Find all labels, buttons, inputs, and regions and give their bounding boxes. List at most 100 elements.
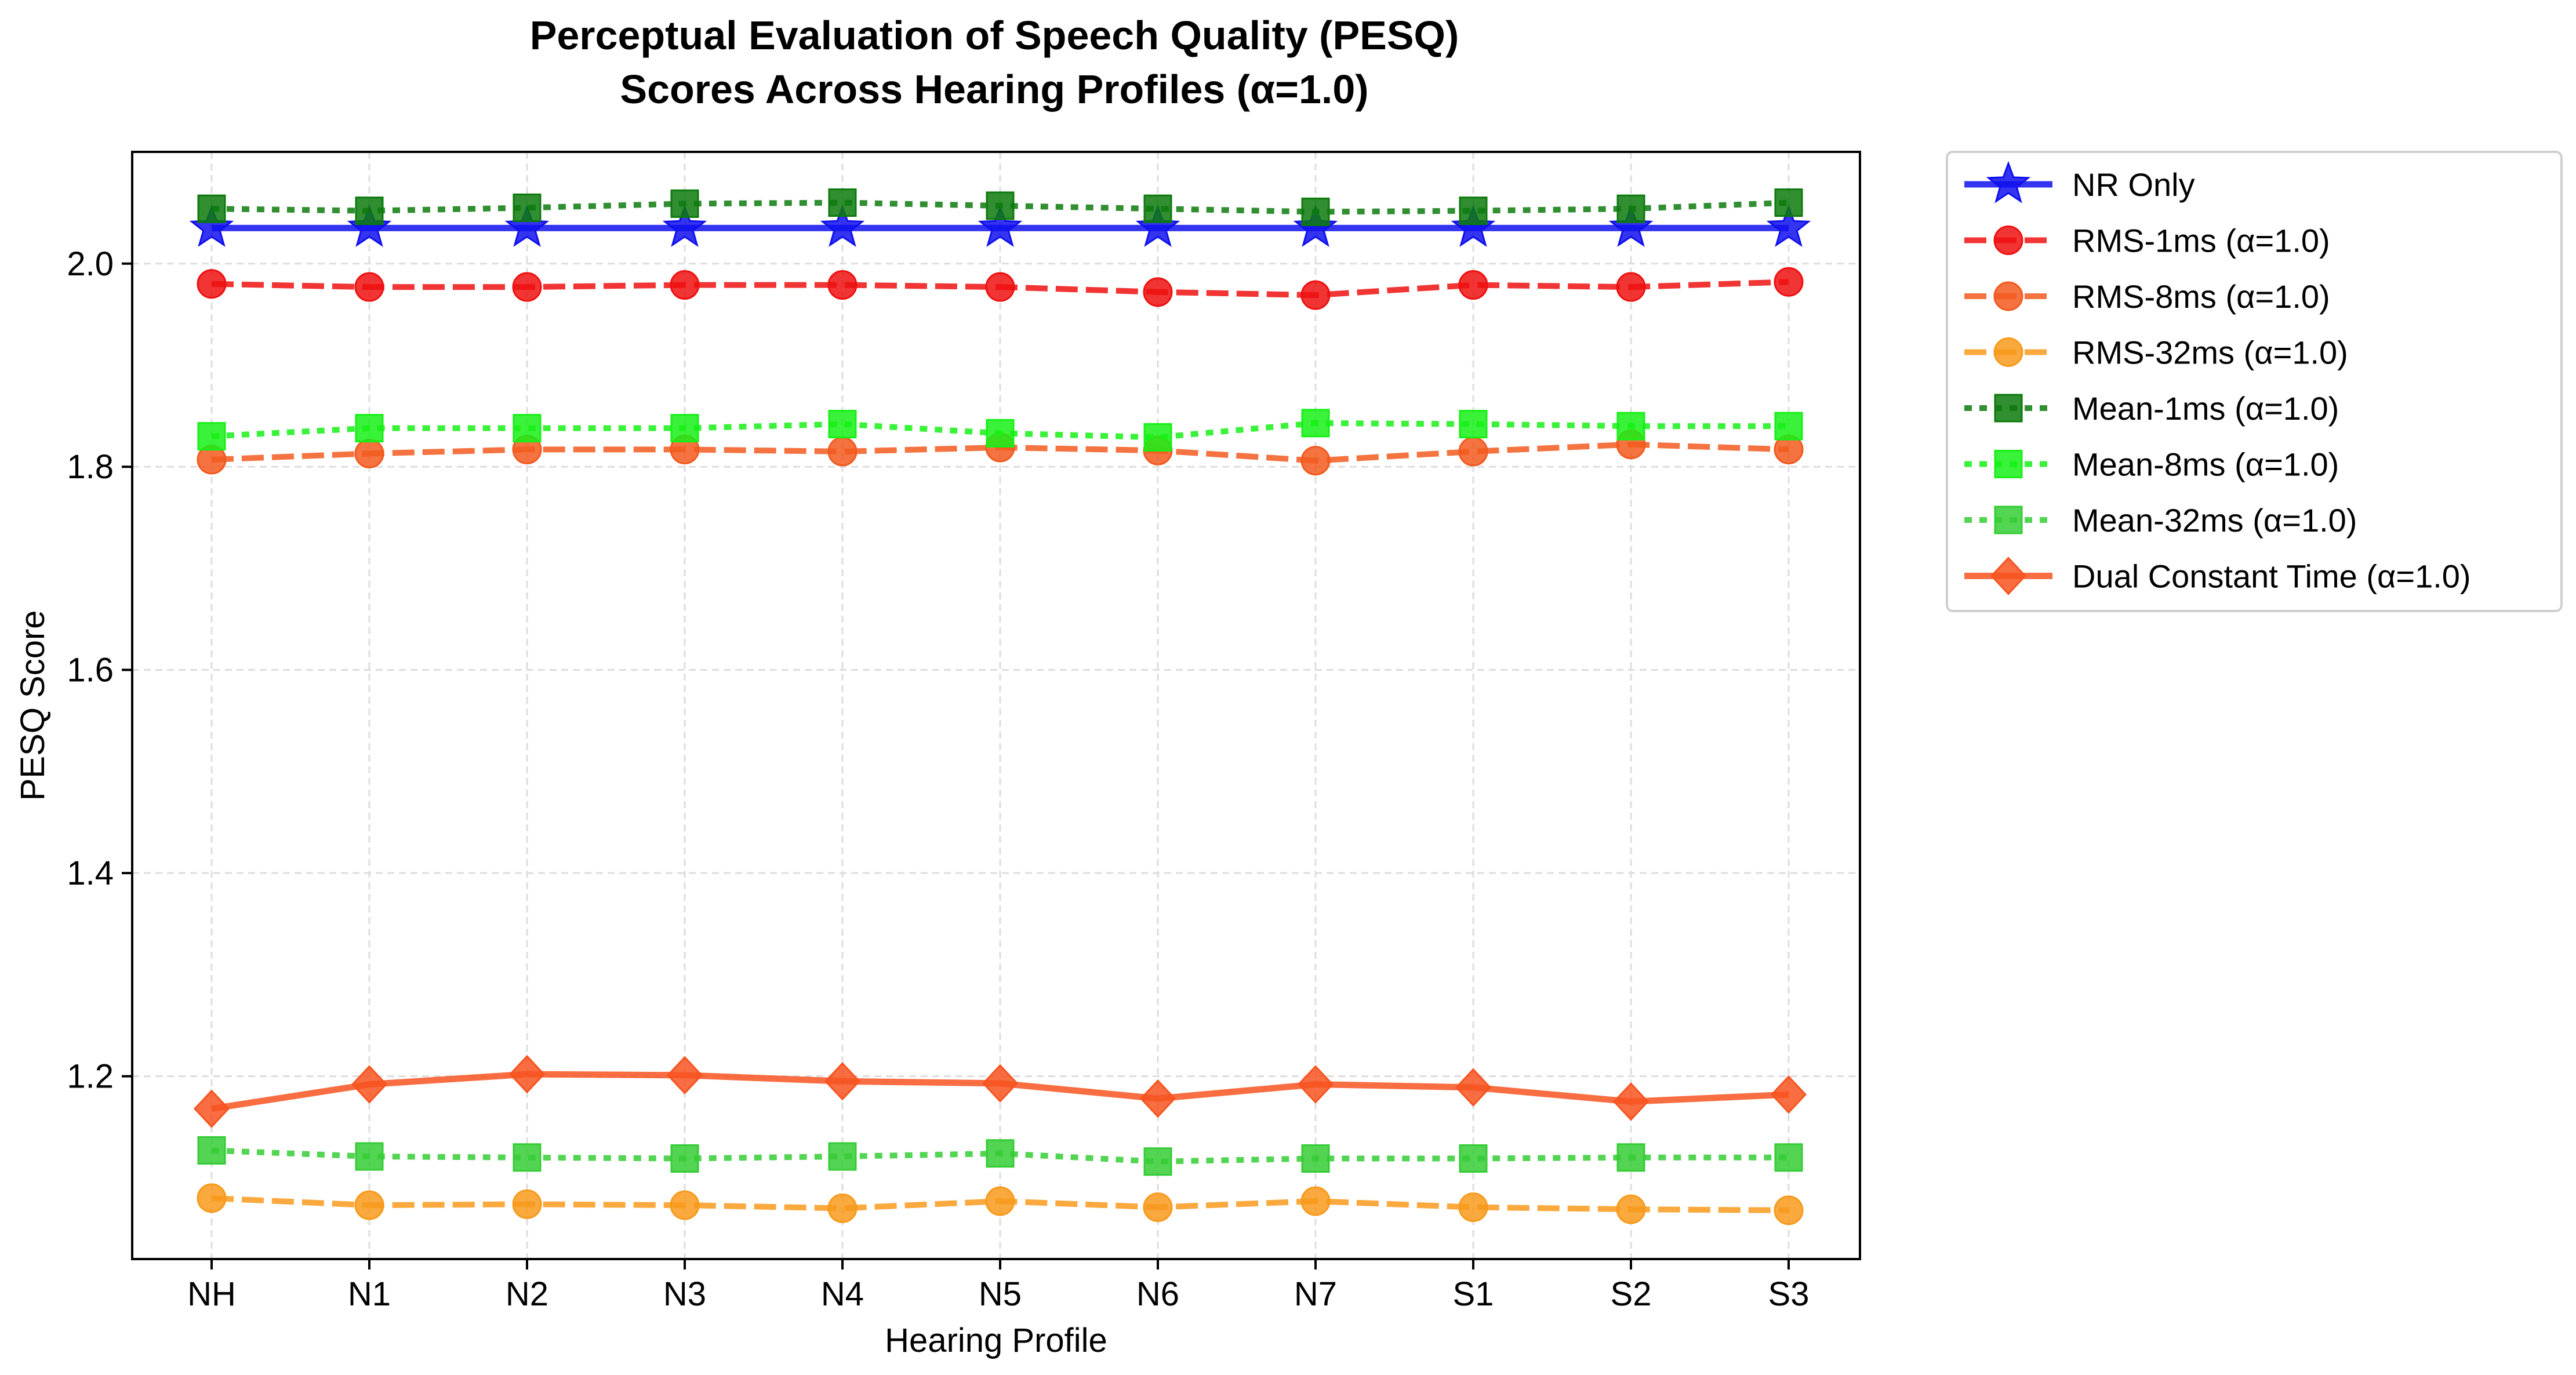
data-point-square [1301,409,1330,438]
data-point-diamond [1770,1075,1807,1114]
data-point-square [197,1136,226,1165]
series-6 [197,409,1803,452]
data-point-star [1451,205,1496,247]
series-2 [197,267,1804,310]
data-point-circle [827,436,858,467]
data-point-circle [670,1190,700,1220]
data-point-square [1143,423,1172,452]
x-tick-label: NH [187,1275,236,1313]
data-point-square [513,193,542,222]
data-point-diamond [1612,1082,1649,1121]
data-point-circle [354,438,384,468]
x-tick-label: N3 [663,1275,706,1313]
x-tick-label: S1 [1453,1275,1494,1313]
data-point-square [828,410,857,439]
data-point-square [1301,197,1330,226]
legend-marker-circle [1993,281,2023,311]
data-point-circle [1300,280,1331,310]
x-axis-label: Hearing Profile [885,1322,1107,1359]
data-point-square [670,414,699,443]
data-point-star [347,205,392,247]
data-point-star [1766,205,1811,247]
data-point-square [828,188,857,217]
x-axis: NH N1 N2 N3 N4 N5 N6 N7 S1 S2 S3 [187,1259,1809,1313]
series-1 [189,205,1811,247]
x-tick-label: N6 [1136,1275,1179,1313]
data-point-square [986,419,1015,448]
y-tick-label: 1.2 [67,1058,114,1096]
data-point-square [1459,197,1488,225]
legend-item-6: Mean-8ms (α=1.0) [1964,446,2339,483]
data-point-square [1459,1144,1488,1173]
legend-item-8: Dual Constant Time (α=1.0) [1964,556,2471,595]
data-point-circle [1300,446,1331,476]
data-point-square [513,1143,542,1172]
legend-item-1: NR Only [1964,161,2195,203]
data-point-square [986,191,1015,220]
legend: NR Only RMS-1ms (α=1.0) RMS-8ms (α=1.0) RMS… [1946,151,2563,612]
legend-label: NR Only [2072,166,2195,203]
x-tick-label: N1 [348,1275,391,1313]
series-8 [193,1054,1807,1128]
data-point-star [504,205,550,247]
legend-marker-circle [1993,337,2023,367]
data-point-star [978,205,1023,247]
x-tick-label: N2 [506,1275,548,1313]
data-point-square [1774,1143,1803,1172]
data-point-square [670,1144,699,1173]
data-point-square [355,414,384,443]
legend-label: Mean-8ms (α=1.0) [2072,446,2339,483]
legend-label: RMS-8ms (α=1.0) [2072,278,2330,315]
data-point-square [1616,1143,1645,1172]
series-layer [189,188,1811,1225]
data-point-circle [512,272,542,302]
data-point-diamond [351,1065,388,1104]
data-point-square [1143,1147,1172,1176]
data-point-square [1774,412,1803,441]
data-point-square [1459,410,1488,439]
data-point-circle [197,1183,227,1213]
legend-item-7: Mean-32ms (α=1.0) [1964,502,2357,539]
data-point-circle [1458,270,1488,300]
legend-frame [1946,151,2563,612]
data-point-circle [827,1193,858,1223]
legend-marker-star [1986,161,2031,203]
data-point-square [197,422,226,451]
x-tick-label: N7 [1294,1275,1337,1313]
data-point-circle [354,1190,384,1220]
y-tick-label: 1.6 [67,652,114,689]
y-tick-label: 1.8 [67,448,114,486]
data-point-square [1143,194,1172,223]
data-point-square [355,197,384,225]
data-point-circle [197,269,227,299]
data-point-circle [354,272,384,302]
x-tick-label: S2 [1611,1275,1652,1313]
data-point-diamond [1297,1065,1334,1104]
data-point-star [662,205,707,247]
legend-item-4: RMS-32ms (α=1.0) [1964,334,2348,371]
data-point-diamond [982,1064,1019,1103]
legend-marker-square [1994,394,2023,423]
data-point-square [670,189,699,218]
x-tick-label: S3 [1768,1275,1810,1313]
legend-label: RMS-1ms (α=1.0) [2072,223,2330,259]
data-point-star [1293,205,1338,247]
data-point-circle [985,272,1015,302]
legend-marker-circle [1993,225,2023,255]
data-point-circle [1458,436,1488,467]
data-point-diamond [824,1062,861,1101]
data-point-square [1616,194,1645,223]
legend-marker-square [1994,505,2023,534]
legend-label: Mean-32ms (α=1.0) [2072,502,2357,539]
legend-label: RMS-32ms (α=1.0) [2072,334,2348,371]
data-point-square [197,194,226,223]
legend-marker-square [1994,450,2023,478]
y-axis: 1.2 1.4 1.6 1.8 2.0 [67,245,132,1096]
data-point-circle [512,1189,542,1219]
data-point-circle [827,270,858,300]
data-point-diamond [508,1054,546,1094]
data-point-square [355,1142,384,1171]
data-point-circle [1143,277,1173,307]
data-point-circle [1616,272,1646,302]
data-point-circle [1143,1192,1173,1223]
